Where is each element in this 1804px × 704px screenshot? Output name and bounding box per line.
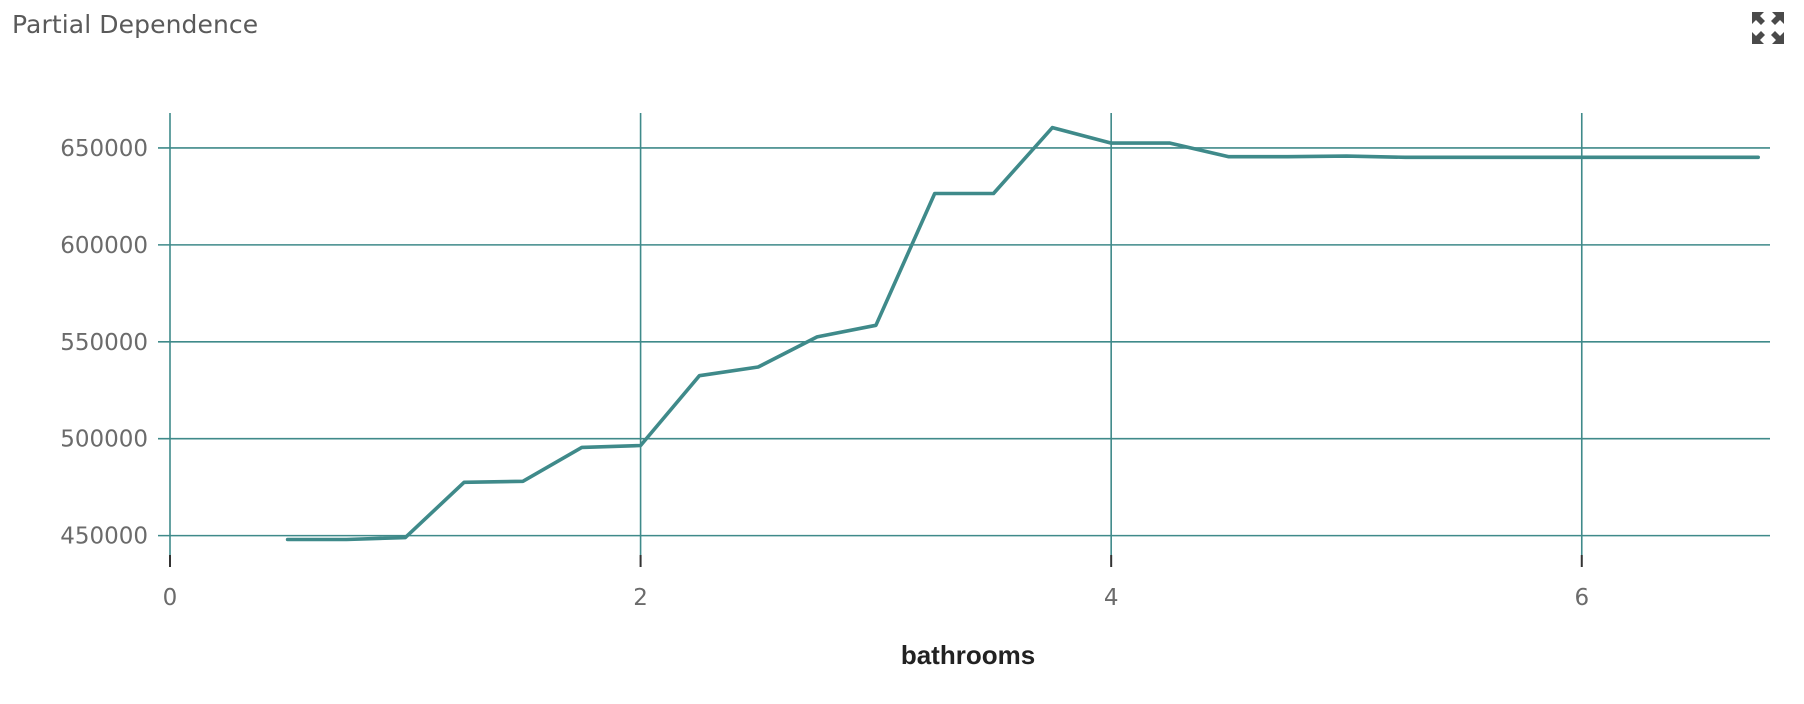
data-point [874, 324, 878, 327]
data-point [1462, 156, 1466, 159]
data-point [1639, 156, 1642, 159]
data-point [404, 536, 407, 539]
data-point [1051, 126, 1054, 129]
y-tick-label: 450000 [60, 524, 148, 550]
data-point [933, 192, 936, 195]
x-tick-label: 4 [1104, 585, 1119, 611]
data-point [521, 480, 525, 483]
data-point [286, 538, 289, 541]
data-point [1109, 141, 1113, 145]
data-point [1757, 156, 1760, 159]
panel-title: Partial Dependence [12, 10, 259, 39]
data-point [1521, 156, 1525, 159]
x-tick-label: 2 [633, 585, 648, 611]
x-tick-label: 6 [1574, 585, 1589, 611]
data-point [462, 481, 466, 484]
y-tick-label: 500000 [60, 427, 148, 453]
data-point [1345, 154, 1348, 158]
data-point [1227, 155, 1231, 158]
data-point [1168, 141, 1172, 145]
data-point [1580, 156, 1583, 159]
data-point [698, 374, 701, 377]
data-point [1698, 156, 1701, 159]
series-layer [285, 125, 1760, 542]
y-axis-ticks: 450000 500000 550000 600000 650000 [60, 136, 148, 550]
data-point [815, 335, 819, 339]
expand-arrows-icon [1752, 12, 1784, 44]
data-point [757, 365, 760, 369]
data-point [992, 192, 995, 195]
y-tick-label: 600000 [60, 233, 148, 259]
maximize-button[interactable] [1748, 8, 1788, 48]
x-axis-ticks: 0 2 4 6 [163, 555, 1589, 611]
x-tick-label: 0 [163, 585, 178, 611]
data-point [1404, 156, 1407, 159]
data-point [580, 446, 583, 449]
series-line [285, 125, 1760, 542]
y-tick-label: 650000 [60, 136, 148, 162]
x-axis-title: bathrooms [901, 640, 1035, 670]
data-point [1286, 155, 1289, 158]
data-point [345, 538, 348, 541]
y-tick-label: 550000 [60, 330, 148, 356]
data-point [639, 444, 642, 447]
grid-lines [158, 113, 1770, 555]
